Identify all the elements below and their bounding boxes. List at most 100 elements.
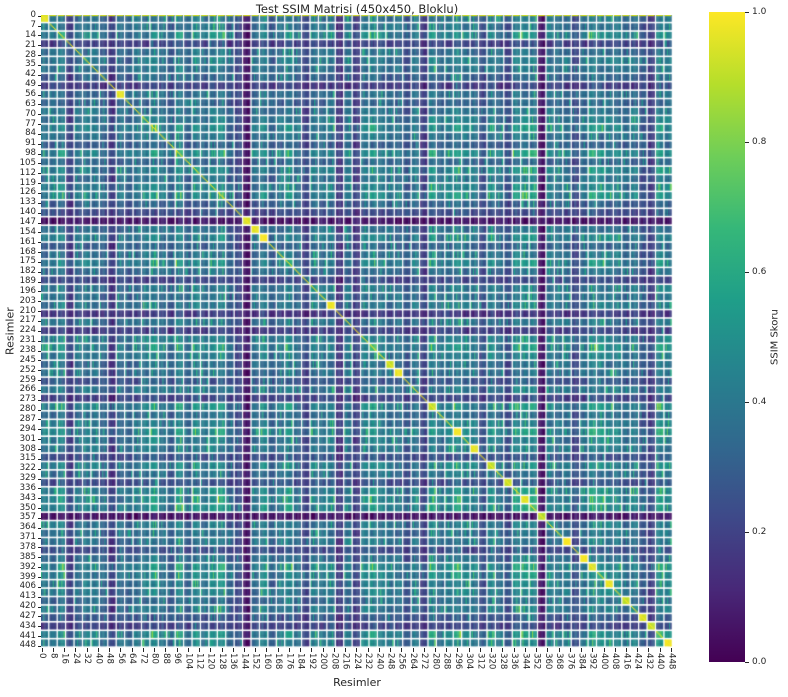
y-tick-mark bbox=[37, 596, 41, 598]
y-tick-mark bbox=[37, 183, 41, 185]
y-tick-mark bbox=[37, 261, 41, 263]
x-tick-label: 200 bbox=[318, 653, 329, 670]
x-tick-mark bbox=[648, 648, 650, 652]
y-tick-mark bbox=[37, 360, 41, 362]
y-tick-mark bbox=[37, 645, 41, 647]
x-tick-label: 400 bbox=[599, 653, 609, 670]
y-tick-label: 448 bbox=[19, 640, 36, 651]
y-tick-label: 231 bbox=[19, 335, 36, 346]
x-tick-label: 336 bbox=[509, 653, 520, 670]
y-tick-mark bbox=[37, 498, 41, 500]
y-tick-label: 308 bbox=[19, 443, 36, 454]
x-tick-label: 80 bbox=[149, 653, 160, 664]
x-axis-label: Resimler bbox=[333, 676, 381, 689]
y-tick-mark bbox=[37, 577, 41, 578]
y-tick-label: 329 bbox=[19, 473, 36, 483]
x-tick-mark bbox=[165, 648, 167, 652]
colorbar-tick-label: 0.8 bbox=[752, 136, 767, 147]
x-tick-mark bbox=[547, 648, 549, 652]
y-tick-mark bbox=[37, 84, 41, 86]
x-tick-mark bbox=[86, 648, 88, 652]
x-tick-mark bbox=[97, 648, 99, 652]
y-tick-label: 266 bbox=[19, 384, 36, 395]
y-tick-label: 343 bbox=[19, 492, 36, 503]
x-tick-mark bbox=[266, 648, 268, 652]
colorbar-tick-mark bbox=[745, 532, 749, 533]
y-tick-label: 252 bbox=[19, 364, 36, 375]
x-tick-label: 376 bbox=[565, 653, 576, 670]
y-tick-label: 217 bbox=[19, 315, 36, 326]
y-tick-mark bbox=[37, 508, 41, 509]
x-tick-label: 296 bbox=[452, 653, 463, 670]
y-tick-mark bbox=[37, 124, 41, 125]
x-tick-mark bbox=[434, 648, 436, 652]
x-tick-mark bbox=[603, 648, 605, 652]
x-tick-mark bbox=[221, 648, 223, 652]
x-tick-label: 208 bbox=[329, 653, 340, 670]
y-tick-label: 77 bbox=[25, 118, 36, 129]
y-tick-label: 245 bbox=[19, 354, 36, 365]
y-tick-label: 154 bbox=[19, 226, 36, 237]
x-tick-label: 88 bbox=[160, 653, 171, 664]
x-tick-mark bbox=[243, 648, 245, 652]
x-tick-label: 272 bbox=[419, 653, 430, 670]
x-tick-mark bbox=[356, 648, 358, 652]
y-tick-label: 28 bbox=[25, 49, 36, 60]
colorbar-tick-mark bbox=[745, 12, 749, 13]
y-tick-label: 294 bbox=[19, 423, 36, 434]
y-tick-mark bbox=[37, 271, 41, 273]
x-tick-mark bbox=[52, 648, 54, 652]
y-tick-label: 98 bbox=[25, 148, 36, 159]
y-tick-mark bbox=[37, 114, 41, 116]
y-tick-label: 0 bbox=[30, 10, 36, 21]
y-tick-label: 280 bbox=[19, 404, 36, 415]
x-tick-label: 312 bbox=[475, 653, 486, 670]
y-tick-label: 7 bbox=[30, 20, 36, 31]
y-tick-mark bbox=[37, 35, 41, 37]
x-tick-label: 176 bbox=[284, 653, 295, 670]
y-tick-label: 427 bbox=[19, 610, 36, 621]
y-tick-label: 273 bbox=[19, 394, 36, 405]
x-tick-label: 360 bbox=[542, 653, 553, 670]
x-tick-mark bbox=[176, 648, 178, 652]
y-tick-label: 105 bbox=[19, 157, 36, 168]
x-tick-label: 104 bbox=[183, 653, 194, 670]
y-tick-mark bbox=[37, 330, 41, 332]
y-tick-mark bbox=[37, 567, 41, 569]
y-tick-mark bbox=[37, 25, 41, 27]
y-tick-mark bbox=[37, 468, 41, 470]
y-tick-mark bbox=[37, 557, 41, 559]
x-tick-label: 320 bbox=[486, 653, 497, 670]
y-tick-label: 119 bbox=[19, 177, 36, 188]
y-tick-mark bbox=[37, 15, 41, 17]
x-tick-label: 168 bbox=[273, 653, 284, 670]
x-tick-mark bbox=[390, 648, 391, 652]
colorbar-label: SSIM Skoru bbox=[769, 309, 781, 365]
y-tick-mark bbox=[37, 64, 41, 66]
y-tick-label: 182 bbox=[19, 266, 36, 277]
x-tick-mark bbox=[210, 648, 212, 652]
x-tick-label: 192 bbox=[306, 653, 317, 670]
x-tick-mark bbox=[626, 648, 627, 652]
x-tick-label: 248 bbox=[385, 653, 396, 670]
y-tick-mark bbox=[37, 537, 41, 539]
y-tick-mark bbox=[37, 350, 41, 352]
y-tick-label: 161 bbox=[19, 236, 36, 247]
x-tick-mark bbox=[311, 648, 313, 652]
x-tick-mark bbox=[536, 648, 538, 652]
y-tick-mark bbox=[37, 242, 41, 244]
x-tick-label: 160 bbox=[261, 653, 272, 670]
y-tick-label: 399 bbox=[19, 571, 36, 582]
y-tick-mark bbox=[37, 45, 41, 47]
y-tick-mark bbox=[37, 449, 41, 450]
x-tick-mark bbox=[75, 648, 77, 652]
y-tick-mark bbox=[37, 104, 41, 106]
x-tick-label: 152 bbox=[250, 653, 261, 670]
y-tick-label: 35 bbox=[25, 59, 36, 70]
x-tick-mark bbox=[345, 648, 347, 652]
x-tick-mark bbox=[288, 648, 290, 652]
y-tick-mark bbox=[37, 291, 41, 293]
x-tick-label: 304 bbox=[464, 653, 475, 670]
y-tick-mark bbox=[37, 232, 41, 234]
y-tick-mark bbox=[37, 399, 41, 401]
